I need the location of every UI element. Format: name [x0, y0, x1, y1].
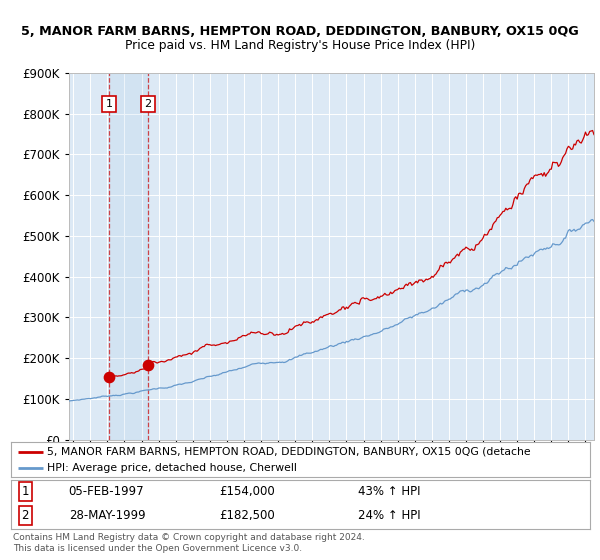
Point — [104, 372, 114, 381]
Bar — [109, 73, 148, 440]
Text: 5, MANOR FARM BARNS, HEMPTON ROAD, DEDDINGTON, BANBURY, OX15 0QG: 5, MANOR FARM BARNS, HEMPTON ROAD, DEDDI… — [21, 25, 579, 38]
Text: 1: 1 — [106, 99, 112, 109]
Text: Contains HM Land Registry data © Crown copyright and database right 2024.
This d: Contains HM Land Registry data © Crown c… — [13, 533, 365, 553]
Text: 05-FEB-1997: 05-FEB-1997 — [69, 485, 145, 498]
Text: 28-MAY-1999: 28-MAY-1999 — [69, 510, 145, 522]
Text: £182,500: £182,500 — [219, 510, 275, 522]
Text: 2: 2 — [145, 99, 152, 109]
Text: HPI: Average price, detached house, Cherwell: HPI: Average price, detached house, Cher… — [47, 464, 296, 473]
Text: 1: 1 — [22, 485, 29, 498]
Text: 5, MANOR FARM BARNS, HEMPTON ROAD, DEDDINGTON, BANBURY, OX15 0QG (detache: 5, MANOR FARM BARNS, HEMPTON ROAD, DEDDI… — [47, 447, 530, 457]
Text: £154,000: £154,000 — [219, 485, 275, 498]
Text: Price paid vs. HM Land Registry's House Price Index (HPI): Price paid vs. HM Land Registry's House … — [125, 39, 475, 52]
Text: 24% ↑ HPI: 24% ↑ HPI — [358, 510, 421, 522]
Point — [143, 361, 153, 370]
Text: 43% ↑ HPI: 43% ↑ HPI — [358, 485, 421, 498]
Text: 2: 2 — [22, 510, 29, 522]
